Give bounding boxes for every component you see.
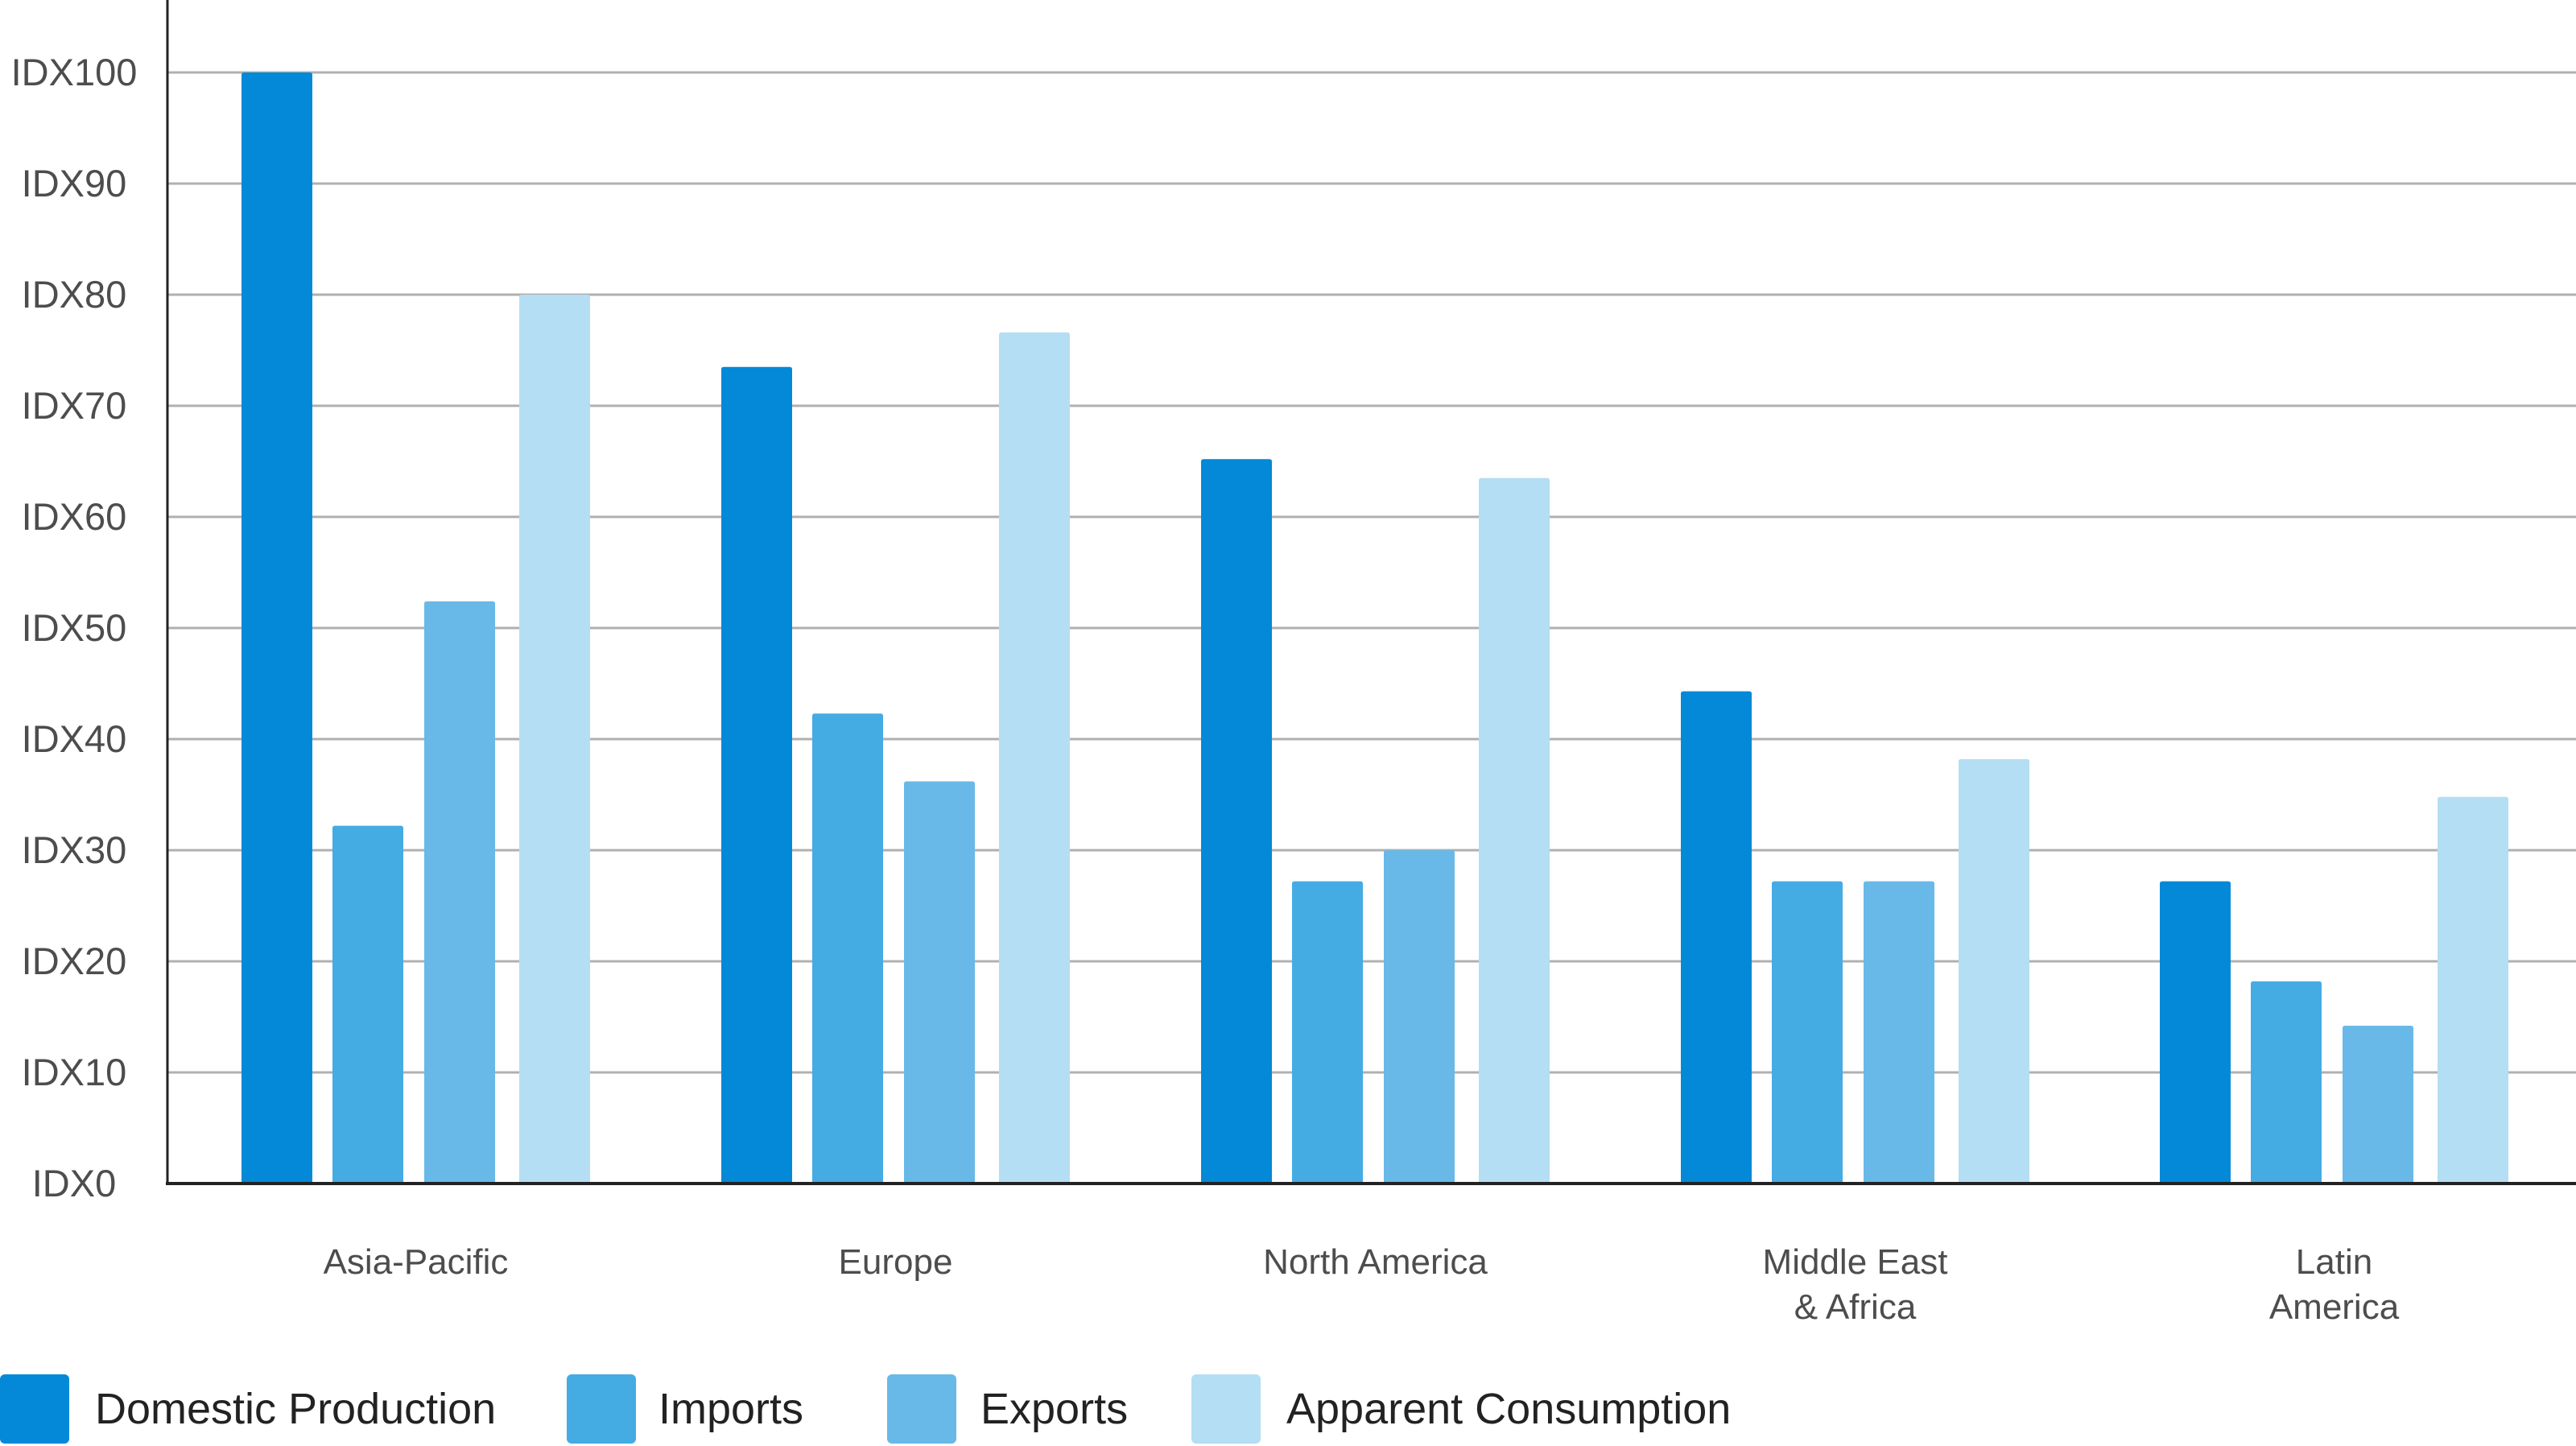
bar-imports-0 [332, 825, 403, 1184]
bar-domestic-production-4 [2160, 881, 2231, 1184]
bar-apparent-consumption-1 [999, 332, 1070, 1184]
y-tick-label: IDX30 [22, 828, 127, 871]
bar-imports-4 [2251, 981, 2322, 1184]
y-tick-label: IDX20 [22, 940, 127, 982]
legend-swatch [567, 1374, 636, 1444]
bar-imports-1 [812, 713, 883, 1184]
x-category-label: Europe [839, 1242, 953, 1282]
bar-imports-3 [1772, 881, 1843, 1184]
y-tick-label: IDX90 [22, 162, 127, 205]
x-category-label: Middle East [1763, 1242, 1948, 1282]
legend-swatch [1191, 1374, 1261, 1444]
y-axis-tick-labels: IDX0 IDX10 IDX20 IDX30 IDX40 IDX50 IDX60 IDX70 I… [11, 51, 138, 1204]
x-category-label: Asia-Pacific [324, 1242, 509, 1282]
legend-label: Exports [980, 1385, 1128, 1433]
axes [166, 0, 2576, 1185]
bar-exports-4 [2343, 1026, 2413, 1184]
legend-item-exports: Exports [887, 1374, 1128, 1444]
bar-apparent-consumption-3 [1959, 758, 2029, 1184]
legend-item-domestic-production: Domestic Production [0, 1374, 496, 1444]
bar-imports-2 [1292, 881, 1363, 1184]
legend-label: Imports [658, 1385, 803, 1433]
y-tick-label: IDX0 [32, 1162, 117, 1204]
bar-exports-0 [424, 601, 495, 1184]
legend-swatch [0, 1374, 69, 1444]
y-tick-label: IDX40 [22, 717, 127, 760]
y-tick-label: IDX50 [22, 606, 127, 649]
legend-item-apparent-consumption: Apparent Consumption [1191, 1374, 1731, 1444]
y-tick-label: IDX10 [22, 1051, 127, 1093]
bar-exports-1 [904, 781, 975, 1184]
legend-item-imports: Imports [567, 1374, 803, 1444]
bar-apparent-consumption-0 [519, 295, 590, 1184]
bars [242, 72, 2508, 1184]
y-tick-label: IDX60 [22, 495, 127, 538]
legend-swatch [887, 1374, 956, 1444]
legend-label: Domestic Production [95, 1385, 496, 1433]
y-tick-label: IDX80 [22, 273, 127, 316]
bar-apparent-consumption-4 [2438, 796, 2508, 1184]
bar-domestic-production-2 [1201, 459, 1272, 1184]
x-category-label: North America [1263, 1242, 1488, 1282]
y-tick-label: IDX70 [22, 384, 127, 427]
bar-domestic-production-1 [721, 366, 792, 1184]
y-tick-label: IDX100 [11, 51, 138, 93]
legend-label: Apparent Consumption [1286, 1385, 1731, 1433]
legend: Domestic Production Imports Exports Apparen… [0, 1374, 1731, 1444]
bar-apparent-consumption-2 [1479, 477, 1550, 1184]
x-axis-category-labels: Asia-Pacific Europe North America Middle Ea… [324, 1242, 2400, 1327]
x-category-label: America [2269, 1287, 2400, 1327]
bar-domestic-production-3 [1681, 691, 1752, 1184]
bar-domestic-production-0 [242, 72, 312, 1184]
x-category-label: Latin [2296, 1242, 2372, 1282]
bar-exports-3 [1864, 881, 1934, 1184]
x-category-label: & Africa [1794, 1287, 1917, 1327]
bar-exports-2 [1384, 850, 1455, 1184]
